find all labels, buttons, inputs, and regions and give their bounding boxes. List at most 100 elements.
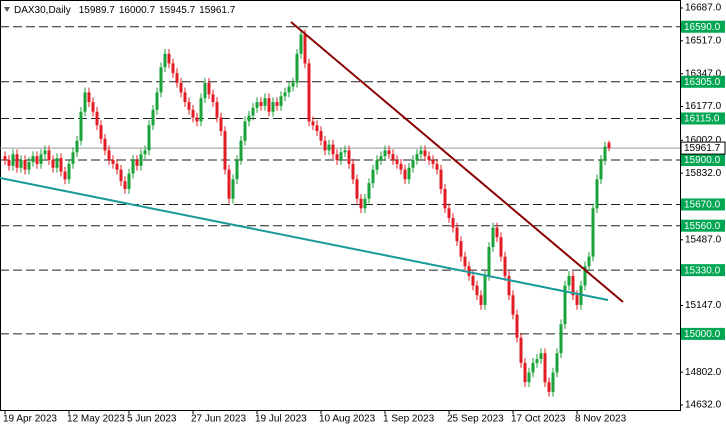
x-tick-label: 8 Nov 2023 (575, 414, 627, 425)
candle-body (191, 109, 195, 118)
candle-body (147, 125, 151, 151)
candle-body (159, 67, 163, 93)
candle-body (415, 154, 419, 161)
candle-body (427, 156, 431, 161)
candle-body (27, 161, 31, 170)
level-label-box (681, 264, 725, 277)
candle-body (139, 154, 143, 166)
candle-body (23, 160, 27, 170)
candle-body (595, 179, 599, 209)
candle-body (599, 160, 603, 180)
candle-body (603, 146, 607, 161)
candle-body (335, 154, 339, 161)
candle-body (47, 150, 51, 161)
candle-body (247, 115, 251, 122)
candle-body (55, 158, 59, 168)
candle-body (331, 144, 335, 155)
candle-body (267, 98, 271, 112)
candle-body (3, 156, 7, 161)
y-tick-label: 15147.0 (685, 300, 722, 311)
candle-body (287, 86, 291, 93)
candle-body (591, 208, 595, 257)
candle-body (163, 53, 167, 68)
candle-body (107, 150, 111, 161)
candle-body (91, 102, 95, 112)
candle-body (135, 160, 139, 166)
level-label-box (681, 327, 725, 340)
chart-header: DAX30,Daily 15989.7 16000.7 15945.7 15961.7 (14, 5, 236, 16)
trend-line (290, 21, 624, 303)
candle-body (399, 163, 403, 170)
candle-body (51, 160, 55, 168)
candle-body (87, 92, 91, 103)
price-axis: 16687.0 16517.0 16347.0 16177.0 16002.0 15832… (3, 3, 726, 425)
candle-body (143, 150, 147, 155)
candle-body (243, 121, 247, 141)
candle-body (355, 179, 359, 199)
candle-body (519, 337, 523, 363)
candle-body (567, 275, 571, 286)
candle-body (471, 275, 475, 286)
x-tick-label: 25 Sep 2023 (447, 414, 504, 425)
candle-body (343, 150, 347, 153)
candle-body (167, 53, 171, 64)
candle-body (419, 150, 423, 155)
candle-body (223, 131, 227, 170)
candle-body (231, 179, 235, 199)
candle-body (119, 169, 123, 182)
low: 15945.7 (159, 5, 196, 16)
candle-body (587, 256, 591, 267)
candle-body (555, 353, 559, 373)
candle-body (407, 167, 411, 180)
level-label-box (681, 20, 725, 33)
candle-body (99, 125, 103, 139)
level-label: 16115.0 (684, 114, 720, 125)
x-tick-label: 19 Jul 2023 (255, 414, 307, 425)
current-price-label: 15961.7 (684, 143, 721, 154)
candle-body (255, 102, 259, 108)
y-tick-label: 16687.0 (685, 3, 722, 14)
candle-body (507, 275, 511, 296)
x-tick-label: 27 Jun 2023 (191, 414, 246, 425)
candle-body (183, 92, 187, 103)
y-tick-label: 14632.0 (685, 400, 722, 411)
x-tick-label: 12 May 2023 (67, 414, 125, 425)
plot-frame (0, 0, 681, 411)
candle-body (379, 156, 383, 161)
candle-body (43, 150, 47, 155)
candle-body (583, 266, 587, 286)
candle-body (83, 92, 87, 112)
candle-body (395, 160, 399, 164)
level-label: 15900.0 (684, 155, 721, 166)
y-tick-label: 15832.0 (685, 168, 722, 179)
x-tick-label: 19 Apr 2023 (3, 414, 57, 425)
y-tick-label: 16517.0 (685, 35, 722, 46)
candle-body (187, 102, 191, 110)
candle-body (303, 34, 307, 64)
candle-body (131, 160, 135, 174)
candle-body (271, 102, 275, 112)
candle-body (311, 121, 315, 126)
level-label-box (681, 219, 725, 232)
candle-body (295, 53, 299, 83)
candle-body (275, 102, 279, 106)
level-label: 15670.0 (684, 200, 721, 211)
candle-body (227, 169, 231, 199)
y-tick-label: 14802.0 (685, 367, 722, 378)
candle-body (571, 275, 575, 296)
x-tick-label: 17 Oct 2023 (511, 414, 566, 425)
candle-body (215, 102, 219, 118)
candle-body (359, 198, 363, 209)
candle-body (531, 362, 535, 373)
candle-body (307, 63, 311, 122)
candle-body (451, 217, 455, 228)
level-label: 15000.0 (684, 329, 721, 340)
candle-body (547, 382, 551, 392)
candle-body (195, 117, 199, 122)
y-tick-label: 16347.0 (685, 68, 722, 79)
candle-body (263, 98, 267, 106)
candle-body (67, 163, 71, 180)
candle-body (487, 246, 491, 276)
candle-body (503, 256, 507, 276)
